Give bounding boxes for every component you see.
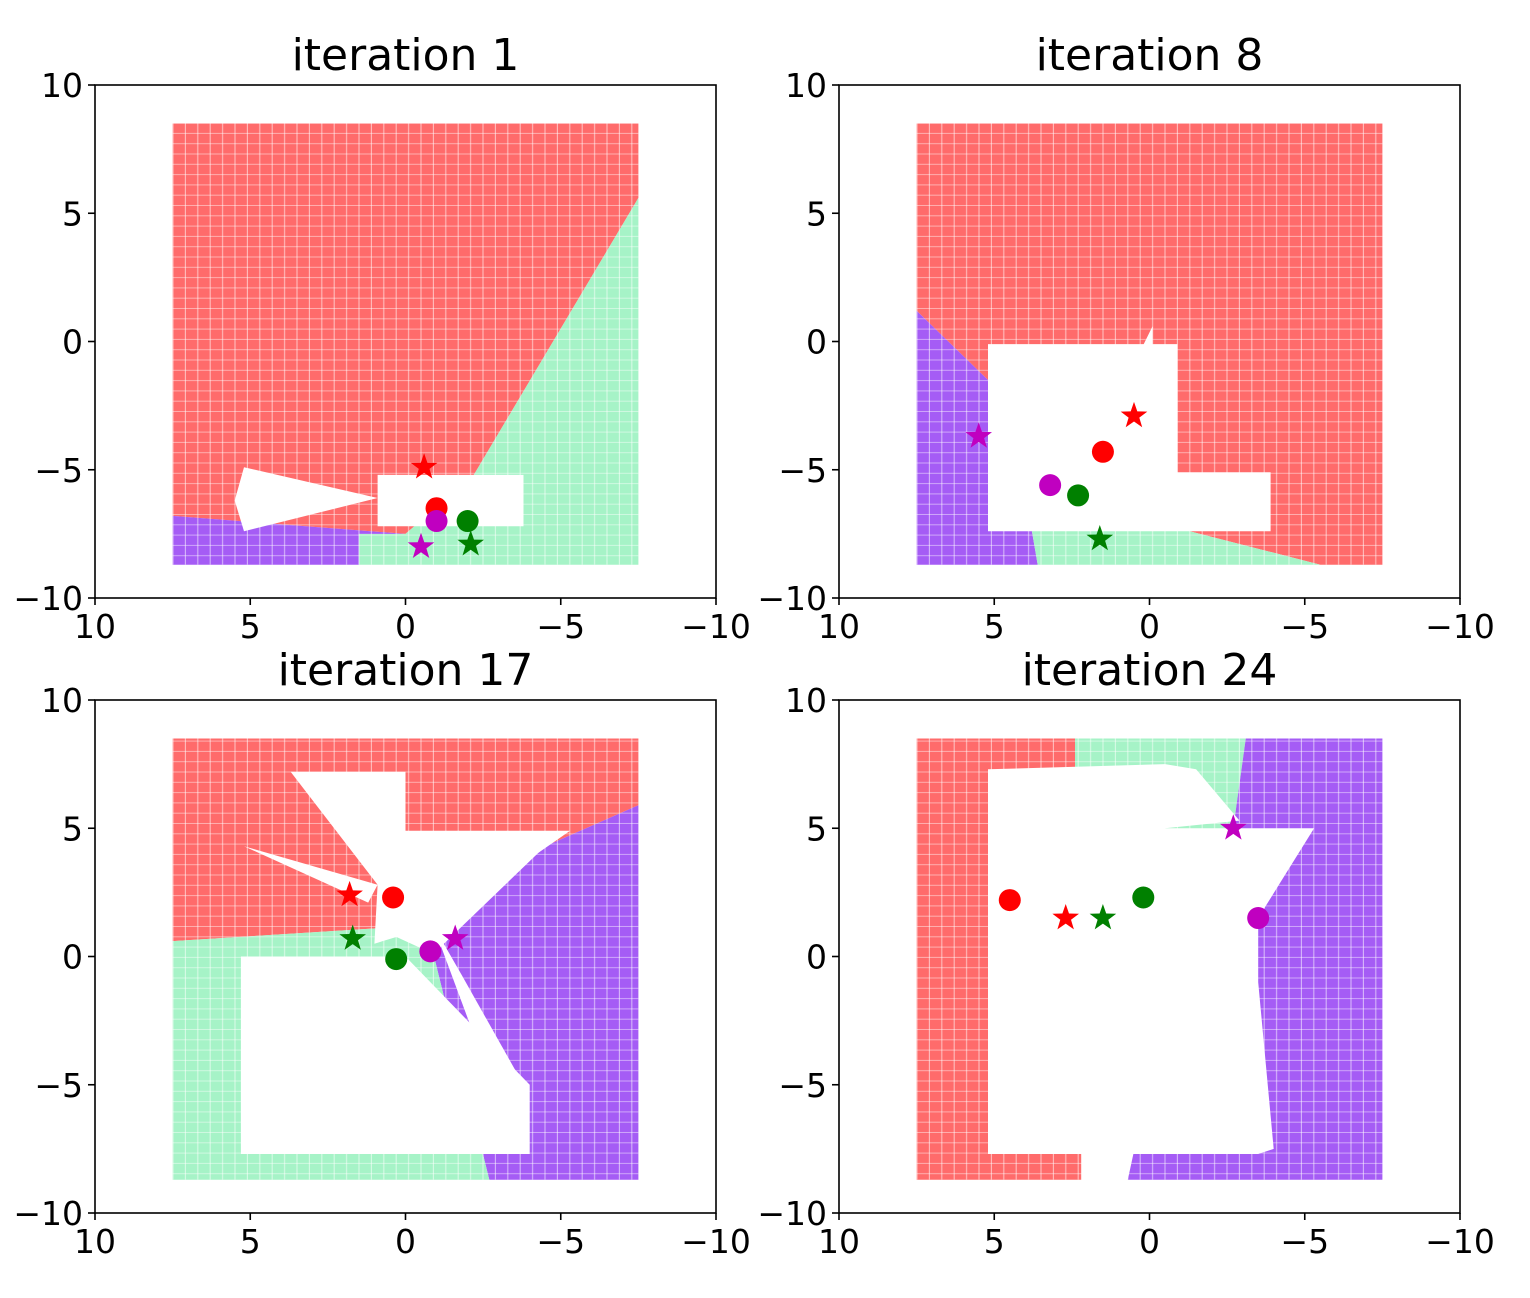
x-tick-label: 10 [818, 1222, 860, 1261]
free-space [377, 474, 524, 527]
magenta-position-marker [1039, 474, 1062, 497]
x-tick-label: −5 [536, 1222, 585, 1261]
y-tick-label: −10 [13, 579, 83, 618]
y-tick-label: 10 [41, 66, 83, 105]
chart-title: iteration 1 [292, 30, 520, 81]
y-tick-label: −5 [34, 1066, 83, 1105]
red-position-marker [382, 886, 405, 909]
y-tick-label: 0 [62, 323, 83, 362]
x-tick-label: 0 [1139, 1222, 1160, 1261]
free-space [433, 925, 524, 1085]
y-tick-label: 0 [62, 938, 83, 977]
panel-4: 10 5 0 −5 −10 −10 −5 0 5 10 iteration 24 [757, 645, 1494, 1261]
x-tick-label: 5 [240, 607, 261, 646]
x-tick-label: 10 [818, 607, 860, 646]
free-space [1099, 326, 1153, 434]
y-tick-label: −10 [13, 1194, 83, 1233]
chart-title: iteration 17 [278, 645, 534, 696]
green-goal-star [1086, 525, 1114, 551]
magenta-position-marker [425, 510, 448, 533]
y-tick-label: 10 [785, 681, 827, 720]
green-goal-star [339, 924, 366, 950]
panel-1: 10 5 0 −5 −10 −10 −5 0 5 10 iteration 1 [13, 30, 750, 646]
panel-2: 10 5 0 −5 −10 −10 −5 0 5 10 iteration 8 [757, 30, 1494, 646]
red-goal-star [1052, 904, 1079, 930]
magenta-goal-star [965, 422, 992, 448]
y-tick-label: 0 [806, 323, 827, 362]
y-tick-label: 5 [62, 809, 83, 848]
y-tick-label: 5 [806, 194, 827, 233]
free-space [1165, 764, 1240, 829]
free-space [240, 956, 530, 1154]
y-tick-label: −10 [757, 579, 827, 618]
green-position-marker [1067, 484, 1090, 507]
y-tick-label: 10 [785, 66, 827, 105]
green-position-marker [456, 510, 479, 533]
chart-title: iteration 24 [1022, 645, 1278, 696]
x-tick-label: 5 [984, 1222, 1005, 1261]
red-position-marker [1091, 440, 1114, 463]
chart-title: iteration 8 [1036, 30, 1264, 81]
y-tick-label: 10 [41, 681, 83, 720]
x-tick-label: 0 [395, 1222, 416, 1261]
green-goal-star [1089, 904, 1117, 930]
magenta-goal-star [407, 532, 435, 558]
magenta-position-marker [419, 940, 442, 963]
y-tick-label: 0 [806, 938, 827, 977]
x-tick-label: −5 [1280, 607, 1329, 646]
x-tick-label: 5 [984, 607, 1005, 646]
y-tick-label: −10 [757, 1194, 827, 1233]
x-tick-label: −5 [1280, 1222, 1329, 1261]
x-tick-label: −10 [681, 1222, 751, 1261]
red-position-marker [998, 889, 1021, 912]
free-space [234, 467, 378, 532]
x-tick-label: −10 [681, 607, 751, 646]
green-position-marker [1132, 886, 1155, 909]
free-space [244, 846, 378, 903]
red-goal-star [410, 453, 438, 479]
x-tick-label: 0 [395, 607, 416, 646]
red-goal-star [336, 880, 363, 907]
x-tick-label: −5 [536, 607, 585, 646]
green-position-marker [385, 948, 408, 971]
y-tick-label: −5 [34, 451, 83, 490]
free-space [290, 771, 571, 944]
x-tick-label: 10 [74, 607, 116, 646]
y-tick-label: −5 [778, 1066, 827, 1105]
free-space [988, 764, 1315, 1154]
x-tick-label: 0 [1139, 607, 1160, 646]
magenta-goal-star [1220, 814, 1247, 840]
x-tick-label: −10 [1425, 1222, 1495, 1261]
panel-3: 10 5 0 −5 −10 −10 −5 0 5 10 iteration 17 [13, 645, 750, 1261]
magenta-goal-star [441, 924, 469, 950]
y-tick-label: 5 [62, 194, 83, 233]
x-tick-label: 10 [74, 1222, 116, 1261]
green-goal-star [457, 530, 484, 556]
x-tick-label: 5 [240, 1222, 261, 1261]
y-tick-label: −5 [778, 451, 827, 490]
y-tick-label: 5 [806, 809, 827, 848]
red-goal-star [1120, 401, 1148, 428]
magenta-position-marker [1247, 907, 1270, 930]
x-tick-label: −10 [1425, 607, 1495, 646]
